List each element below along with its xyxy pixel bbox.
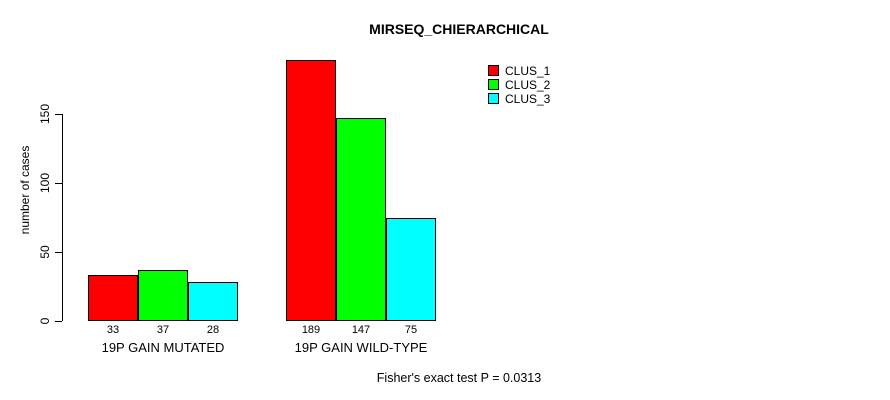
bar [336, 118, 386, 321]
y-tick [55, 251, 62, 253]
legend-item: CLUS_3 [488, 91, 551, 106]
x-category-label: 19P GAIN MUTATED [101, 340, 225, 355]
bar-value-label: 75 [404, 324, 418, 336]
bar [88, 275, 138, 321]
chart-title: MIRSEQ_CHIERARCHICAL [369, 21, 549, 37]
y-tick-label: 0 [38, 317, 52, 325]
bar-value-label: 189 [301, 324, 321, 336]
y-axis-line [62, 114, 63, 321]
legend-label: CLUS_1 [505, 63, 551, 78]
bar [188, 282, 238, 321]
legend-item: CLUS_1 [488, 63, 551, 78]
y-tick [55, 182, 62, 184]
y-tick-label: 100 [38, 172, 52, 194]
bar-value-label: 37 [156, 324, 170, 336]
legend-color-swatch [488, 79, 499, 90]
bar [386, 218, 436, 321]
legend-label: CLUS_3 [505, 91, 551, 106]
legend-color-swatch [488, 93, 499, 104]
bar [286, 60, 336, 321]
legend-label: CLUS_2 [505, 77, 551, 92]
x-category-label: 19P GAIN WILD-TYPE [294, 340, 428, 355]
legend-item: CLUS_2 [488, 77, 551, 92]
bar [138, 270, 188, 321]
bar-value-label: 147 [351, 324, 371, 336]
y-axis-label: number of cases [18, 145, 32, 235]
legend-color-swatch [488, 65, 499, 76]
legend: CLUS_1 CLUS_2 CLUS_3 [488, 64, 550, 106]
y-tick-label: 50 [38, 245, 52, 259]
y-tick [55, 320, 62, 322]
bar-value-label: 28 [206, 324, 220, 336]
bar-value-label: 33 [106, 324, 120, 336]
y-tick-label: 150 [38, 103, 52, 125]
y-tick [55, 113, 62, 115]
annotation-text: Fisher's exact test P = 0.0313 [376, 371, 542, 385]
